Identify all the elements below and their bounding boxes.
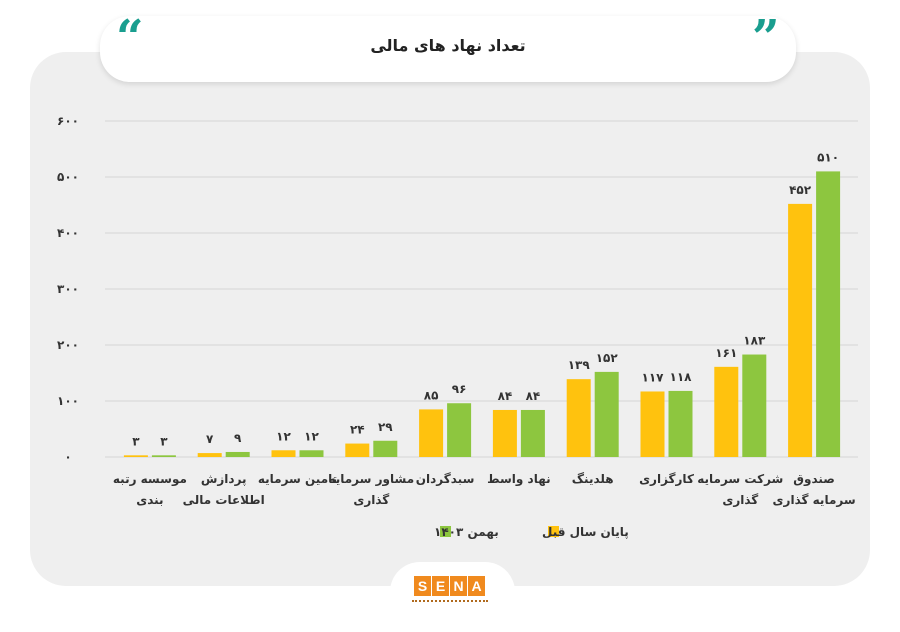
bar <box>123 455 148 457</box>
title-banner: تعداد نهاد های مالی <box>100 16 796 82</box>
bar <box>640 391 665 457</box>
y-tick-label: ۵۰۰ <box>57 170 79 184</box>
data-label: ۱۱۸ <box>670 370 693 384</box>
x-tick-label: سرمایه گذاری <box>773 493 856 507</box>
data-label: ۱۸۳ <box>743 334 766 348</box>
chart-title: تعداد نهاد های مالی <box>370 36 526 55</box>
data-label: ۱۵۲ <box>596 351 619 365</box>
y-tick-label: ۰ <box>64 450 71 464</box>
bar <box>373 440 398 457</box>
x-tick-label: کارگزاری <box>639 472 694 486</box>
x-tick-label: هلدینگ <box>572 472 614 486</box>
data-label: ۸۴ <box>526 389 541 403</box>
bar <box>594 371 619 457</box>
data-label: ۷ <box>206 432 214 446</box>
bar <box>742 354 767 457</box>
y-tick-label: ۳۰۰ <box>57 282 79 296</box>
x-tick-label: اطلاعات مالی <box>183 493 265 507</box>
bar <box>566 379 591 457</box>
bar <box>225 451 250 457</box>
x-tick-label: تامین سرمایه <box>258 472 337 486</box>
data-label: ۲۹ <box>378 420 393 434</box>
data-label: ۱۱۷ <box>642 370 665 384</box>
chart-panel <box>30 52 870 586</box>
data-label: ۹۶ <box>452 382 467 396</box>
bar <box>492 409 517 457</box>
data-label: ۳ <box>160 434 168 448</box>
close-quote-icon: ” <box>752 10 780 66</box>
x-tick-label: نهاد واسط <box>487 472 551 487</box>
data-label: ۱۳۹ <box>568 358 591 372</box>
legend-label: پایان سال قبل <box>542 525 629 539</box>
y-tick-label: ۶۰۰ <box>57 114 79 128</box>
bar <box>419 409 444 457</box>
data-label: ۱۶۱ <box>715 346 737 360</box>
x-tick-label: موسسه رتبه <box>113 472 187 487</box>
bar <box>714 366 739 457</box>
y-tick-label: ۲۰۰ <box>57 338 79 352</box>
x-tick-label: مشاور سرمایه <box>328 472 414 487</box>
data-label: ۸۴ <box>498 389 513 403</box>
bar <box>151 455 176 457</box>
legend-label: بهمن ۱۴۰۳ <box>434 525 499 539</box>
data-label: ۳ <box>132 434 140 448</box>
data-label: ۱۲ <box>276 429 291 443</box>
x-tick-label: گذاری <box>353 493 389 507</box>
x-tick-label: سبدگردان <box>416 472 475 486</box>
open-quote-icon: “ <box>116 10 144 66</box>
data-label: ۹ <box>234 431 242 445</box>
x-tick-label: شرکت سرمایه <box>697 472 783 486</box>
data-label: ۲۴ <box>350 423 365 437</box>
bar <box>299 450 324 457</box>
bar <box>447 403 472 457</box>
bar <box>520 409 545 457</box>
logo-area <box>390 562 515 632</box>
legend-swatch <box>548 526 559 537</box>
data-label: ۴۵۲ <box>789 183 812 197</box>
x-tick-label: صندوق <box>793 472 835 487</box>
x-tick-label: بندی <box>136 493 163 507</box>
data-label: ۸۵ <box>424 388 439 402</box>
bar <box>197 453 222 457</box>
legend-swatch <box>440 526 451 537</box>
logo-tagline <box>412 600 488 606</box>
data-label: ۵۱۰ <box>817 150 839 164</box>
y-tick-label: ۱۰۰ <box>57 394 79 408</box>
bar <box>271 450 296 457</box>
bar <box>816 171 841 457</box>
y-tick-label: ۴۰۰ <box>57 226 79 240</box>
bar <box>668 390 693 457</box>
x-tick-label: گذاری <box>722 493 758 507</box>
data-label: ۱۲ <box>304 429 319 443</box>
x-tick-label: پردازش <box>201 472 247 486</box>
bar <box>345 443 370 457</box>
bar <box>788 203 813 457</box>
